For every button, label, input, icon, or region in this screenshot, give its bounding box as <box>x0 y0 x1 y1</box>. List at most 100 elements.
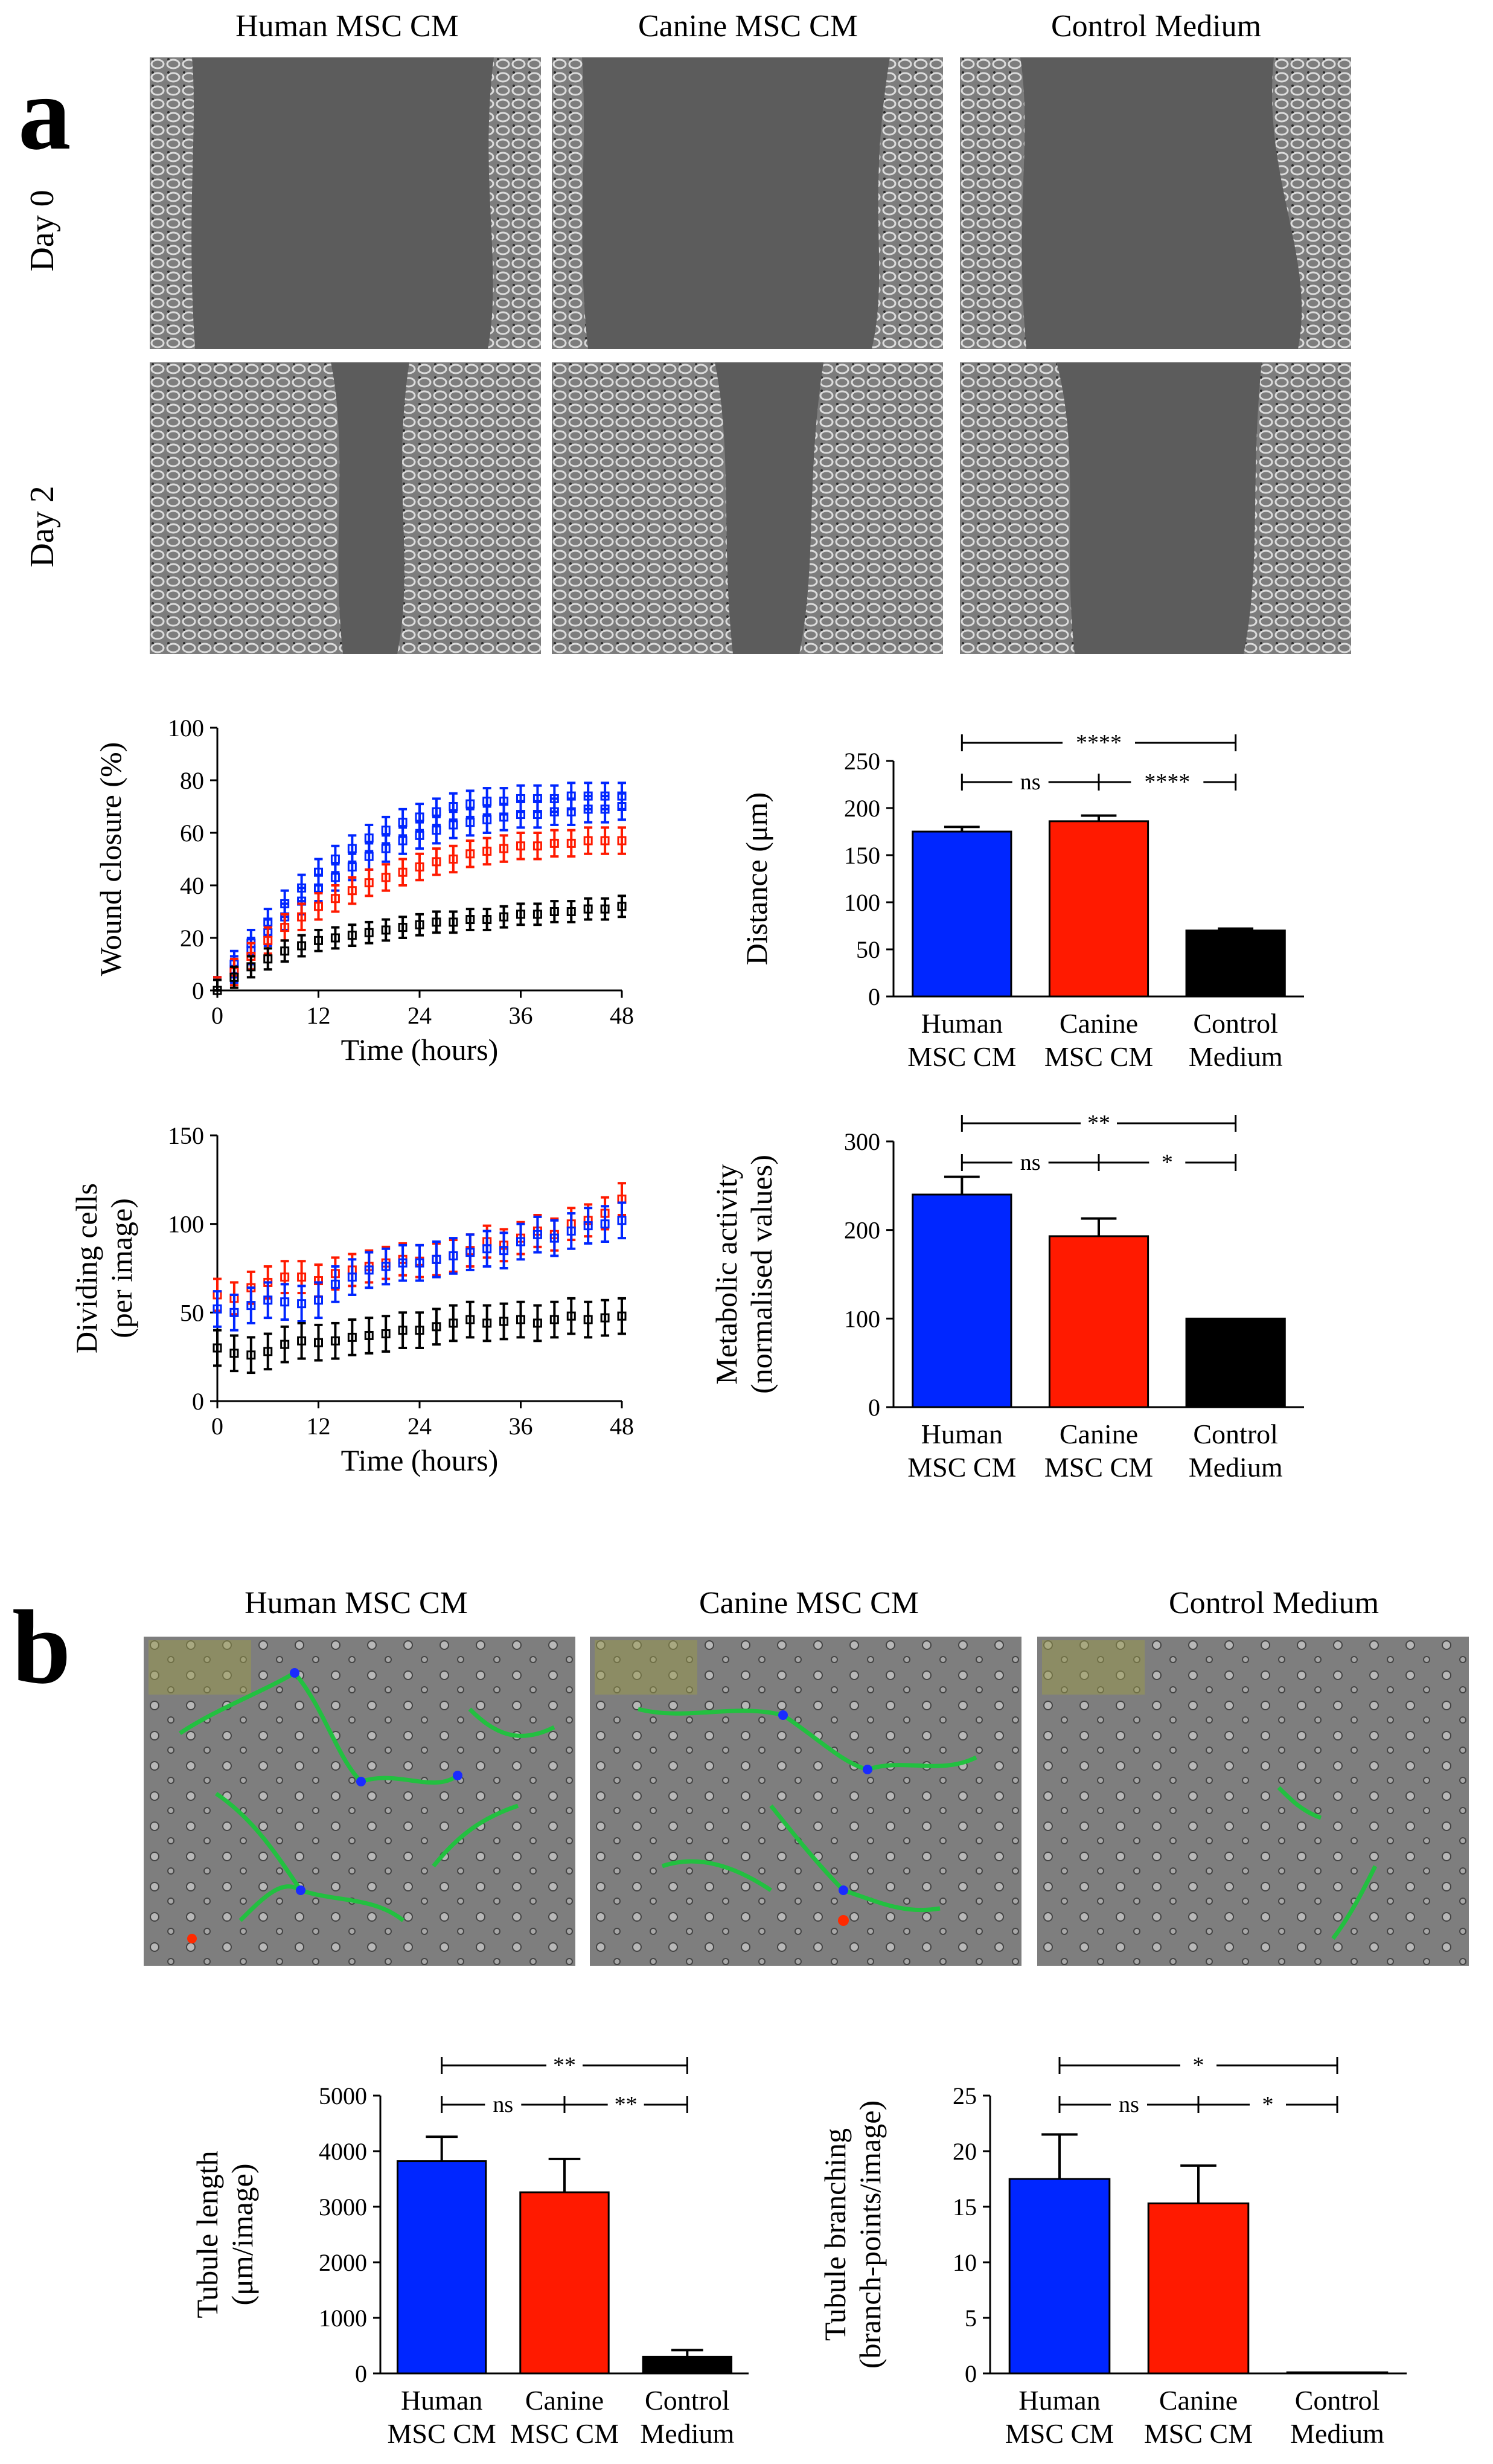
data-point <box>415 920 424 929</box>
y-axis-label: (per image) <box>104 1198 138 1338</box>
data-point <box>432 807 441 817</box>
y-tick-label: 60 <box>180 820 204 847</box>
x-category-label: Human <box>921 1419 1003 1449</box>
data-point <box>583 836 593 845</box>
dividing-cells-chart: 0 50 100 150 0 12 24 36 48 Time (hours) Dividing c… <box>69 1122 634 1477</box>
data-point <box>516 810 525 820</box>
y-axis-label: Dividing cells <box>69 1183 103 1353</box>
data-point <box>381 873 391 882</box>
data-point <box>583 1221 593 1231</box>
y-tick-label: 300 <box>844 1128 880 1155</box>
x-category-label: Medium <box>1290 2418 1384 2449</box>
data-point <box>549 907 559 916</box>
data-point <box>415 812 424 822</box>
data-point <box>432 857 441 867</box>
data-point <box>516 1237 525 1246</box>
data-point <box>381 826 391 835</box>
bar <box>1185 929 1286 998</box>
y-tick-label: 50 <box>856 936 880 963</box>
bar <box>1185 1317 1286 1408</box>
y-tick-label: 5000 <box>319 2082 367 2109</box>
significance-label: **** <box>1144 769 1190 795</box>
data-point <box>600 836 610 845</box>
data-point <box>263 954 273 964</box>
data-point <box>499 812 509 822</box>
x-category-label: MSC CM <box>1144 2418 1253 2449</box>
significance-label: ns <box>1020 1150 1041 1175</box>
data-point <box>482 1244 492 1254</box>
data-point <box>398 1326 408 1335</box>
bar <box>642 2355 733 2375</box>
micrograph-tubules-control <box>1037 1637 1469 1966</box>
x-category-label: Medium <box>640 2418 734 2449</box>
micrograph-canine-day0 <box>552 57 943 349</box>
data-point <box>364 878 374 888</box>
data-point <box>347 886 357 896</box>
data-point <box>516 841 525 851</box>
x-tick-label: 0 <box>211 1002 223 1029</box>
row-label-day2: Day 2 <box>24 486 61 568</box>
data-point <box>549 807 559 817</box>
data-point <box>330 894 340 903</box>
x-axis-label: Time (hours) <box>341 1033 499 1067</box>
data-point <box>532 810 542 820</box>
y-tick-label: 40 <box>180 872 204 899</box>
data-point <box>449 855 458 864</box>
x-category-label: MSC CM <box>907 1452 1016 1483</box>
data-point <box>617 836 627 845</box>
data-point <box>398 867 408 877</box>
significance-bracket: ns <box>961 1150 1100 1175</box>
y-tick-label: 50 <box>180 1299 204 1326</box>
data-point <box>246 1301 256 1311</box>
data-point <box>549 1233 559 1243</box>
data-point <box>280 923 290 932</box>
y-tick-label: 200 <box>844 795 880 822</box>
bar <box>912 830 1012 998</box>
data-point <box>314 1295 323 1305</box>
significance-bracket: ns <box>961 769 1100 795</box>
data-point <box>617 802 627 811</box>
data-point <box>314 902 323 911</box>
y-axis-label: (normalised values) <box>744 1155 778 1394</box>
col-label-human-a: Human MSC CM <box>235 9 459 43</box>
data-point <box>499 844 509 853</box>
data-point <box>499 1317 509 1326</box>
data-point <box>330 933 340 943</box>
y-tick-label: 0 <box>192 1388 204 1415</box>
bar <box>1008 2178 1111 2375</box>
col-label-canine-a: Canine MSC CM <box>638 9 858 43</box>
y-tick-label: 100 <box>844 889 880 916</box>
x-tick-label: 24 <box>408 1002 432 1029</box>
data-point <box>415 862 424 872</box>
data-point <box>398 818 408 827</box>
data-point <box>617 902 627 911</box>
significance-label: **** <box>1076 730 1122 756</box>
panel-letter-b: b <box>12 1588 71 1705</box>
micrograph-human-day2 <box>150 362 541 654</box>
y-tick-label: 0 <box>965 2360 977 2387</box>
data-point <box>381 1329 391 1339</box>
data-point <box>600 804 610 814</box>
micrograph-control-day0 <box>960 57 1351 349</box>
y-tick-label: 100 <box>168 714 204 742</box>
significance-bracket: ** <box>961 1111 1237 1136</box>
data-point <box>600 1219 610 1229</box>
panel-letter-a: a <box>18 54 71 172</box>
data-point <box>263 935 273 945</box>
data-point <box>499 1246 509 1256</box>
bar <box>396 2160 487 2375</box>
data-point <box>465 849 475 859</box>
data-point <box>263 1347 273 1356</box>
y-axis-label: Wound closure (%) <box>94 742 127 977</box>
significance-bracket: ns <box>1058 2092 1200 2117</box>
x-category-label: MSC CM <box>1005 2418 1114 2449</box>
y-tick-label: 80 <box>180 767 204 794</box>
data-point <box>347 1272 357 1282</box>
significance-bracket: **** <box>961 730 1237 756</box>
micrograph-tubules-canine <box>590 1637 1021 1966</box>
y-tick-label: 25 <box>953 2082 977 2109</box>
x-category-label: Control <box>1193 1419 1278 1449</box>
data-point <box>532 910 542 919</box>
data-point <box>364 1265 374 1275</box>
